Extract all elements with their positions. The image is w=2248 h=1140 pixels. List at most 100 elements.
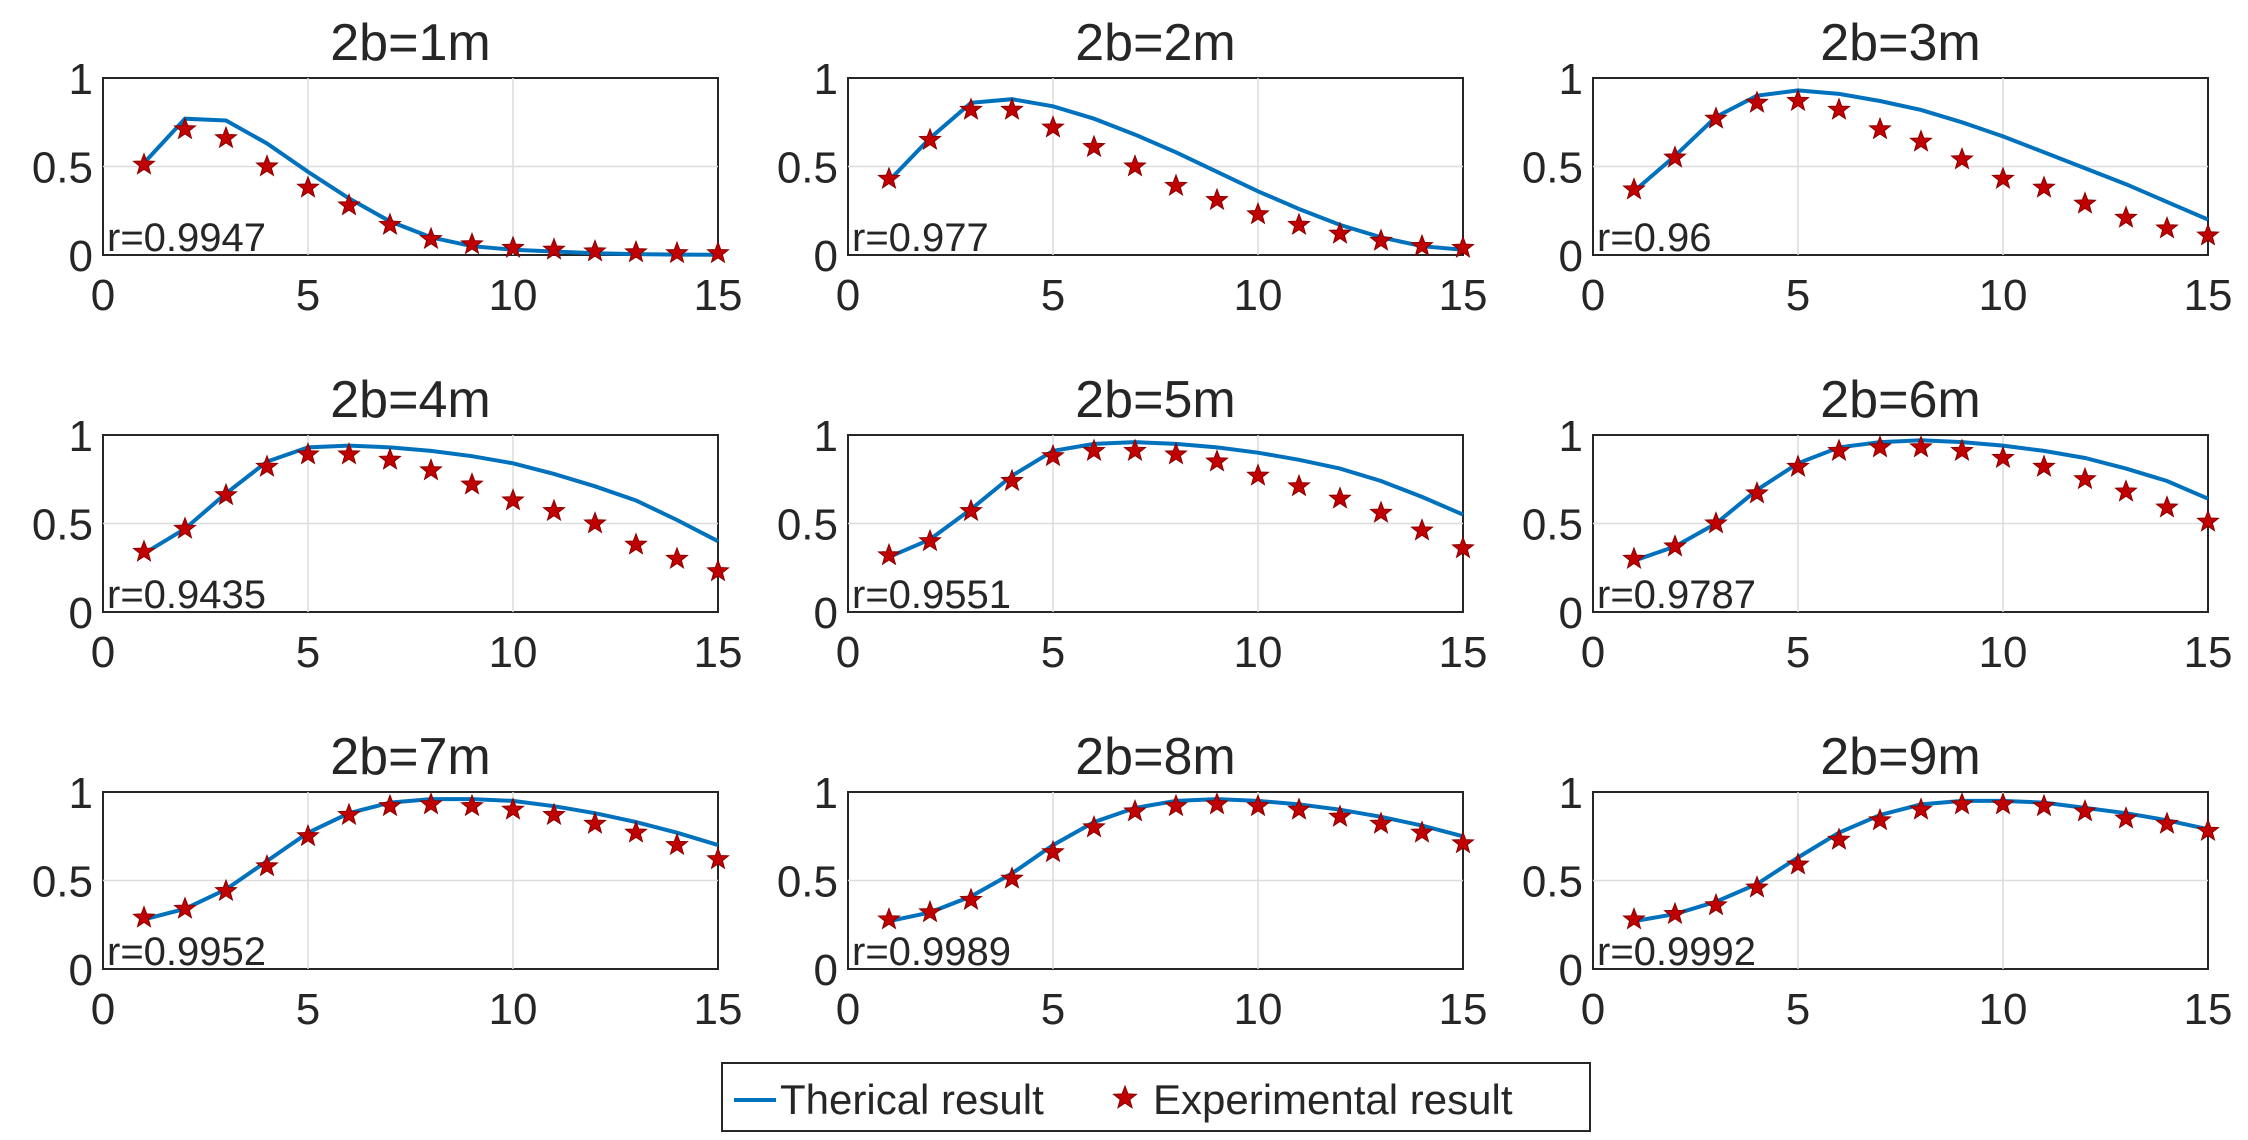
experimental-point [1745,90,1769,113]
x-tick-label: 15 [1439,985,1488,1034]
experimental-point [501,797,525,820]
experimental-point [1451,830,1475,854]
x-tick-label: 15 [694,985,743,1034]
x-tick-label: 5 [296,271,320,320]
experimental-point [1663,145,1687,168]
y-tick-label: 1 [69,55,93,104]
correlation-label: r=0.9952 [107,930,266,974]
experimental-point [959,498,983,522]
subplot-title: 2b=1m [330,14,490,72]
experimental-point [1950,438,1974,461]
experimental-point [1950,791,1974,815]
experimental-point [2073,799,2097,822]
x-tick-label: 15 [2184,271,2233,320]
experimental-point [2114,479,2138,502]
experimental-point [877,166,901,189]
experimental-point [378,447,402,470]
y-tick-label: 0.5 [1522,858,1583,907]
experimental-point [583,811,607,834]
x-tick-label: 0 [1581,628,1605,677]
subplot-4: 2b=4m 0 5 10 15 0 0.5 1 r=0.9435 [32,371,743,677]
y-tick-label: 0.5 [777,144,838,193]
legend-label-experiment: Experimental result [1153,1076,1513,1123]
experimental-point [1868,807,1892,831]
x-tick-label: 5 [1786,628,1810,677]
x-tick-label: 15 [694,271,743,320]
x-tick-label: 0 [836,985,860,1034]
y-tick-label: 1 [69,769,93,818]
x-tick-label: 10 [1979,271,2028,320]
experimental-point [1909,434,1933,458]
experimental-point [378,793,402,817]
experimental-point [255,454,279,477]
correlation-label: r=0.9947 [107,216,266,260]
experimental-point [173,896,197,919]
experimental-point [2196,509,2220,532]
subplot-9: 2b=9m 0 5 10 15 0 0.5 1 r=0.9992 [1522,728,2233,1034]
x-tick-label: 0 [1581,271,1605,320]
x-tick-label: 10 [1979,985,2028,1034]
experimental-point [1827,827,1851,850]
y-tick-label: 1 [814,55,838,104]
experimental-point [877,907,901,930]
correlation-label: r=0.977 [852,216,989,260]
experimental-point [2155,811,2179,834]
experimental-point [1123,154,1147,177]
x-tick-label: 10 [489,628,538,677]
subplot-8: 2b=8m 0 5 10 15 0 0.5 1 r=0.9989 [777,728,1488,1034]
subplot-6: 2b=6m 0 5 10 15 0 0.5 1 r=0.9787 [1522,371,2233,677]
experimental-point [1246,201,1270,225]
legend-box [721,1062,1591,1132]
y-tick-label: 1 [1559,412,1583,461]
experimental-point [1000,468,1024,492]
experimental-point [378,212,402,235]
experimental-point [959,97,983,120]
experimental-point [918,899,942,923]
experimental-point [173,516,197,539]
experimental-point [877,542,901,566]
experimental-point [1123,799,1147,822]
subplot-1: 2b=1m 0 5 10 15 0 0.5 1 r=0.9947 [32,14,743,320]
x-tick-label: 0 [1581,985,1605,1034]
experimental-point [1991,445,2015,469]
y-tick-label: 0.5 [1522,501,1583,550]
experimental-point [214,878,238,902]
x-tick-label: 5 [296,628,320,677]
experimental-point [1082,814,1106,838]
experimental-point [460,472,484,495]
correlation-label: r=0.9992 [1597,930,1756,974]
x-tick-label: 10 [1234,628,1283,677]
y-tick-label: 0 [1559,946,1583,995]
experimental-point [1164,173,1188,197]
experimental-point [1246,463,1270,486]
subplot-title: 2b=2m [1075,14,1235,72]
experimental-point [1205,449,1229,472]
y-tick-label: 0.5 [777,501,838,550]
correlation-label: r=0.9787 [1597,573,1756,617]
experimental-point [1663,534,1687,557]
experimental-point [1164,442,1188,465]
experimental-point [2032,454,2056,477]
experimental-point [1287,212,1311,235]
y-tick-label: 0 [814,232,838,281]
experimental-point [1287,473,1311,497]
y-tick-label: 0 [814,589,838,638]
experimental-point [337,193,361,216]
x-tick-label: 10 [1234,271,1283,320]
x-tick-label: 0 [836,628,860,677]
experimental-point [665,832,689,856]
x-tick-label: 5 [1786,271,1810,320]
experimental-point [2032,175,2056,198]
experimental-point [1704,511,1728,534]
experimental-point [501,488,525,511]
experimental-point [1369,811,1393,834]
experimental-point [1704,106,1728,129]
experimental-point [1123,438,1147,461]
experimental-point [1909,797,1933,820]
subplot-title: 2b=3m [1820,14,1980,72]
legend-star-swatch [1112,1084,1138,1109]
x-tick-label: 15 [694,628,743,677]
x-tick-label: 5 [1041,985,1065,1034]
correlation-label: r=0.9989 [852,930,1011,974]
experimental-point [1041,839,1065,863]
